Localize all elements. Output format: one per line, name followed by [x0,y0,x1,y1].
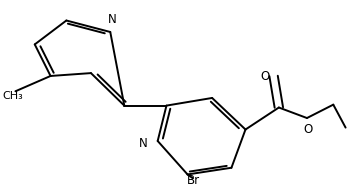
Text: CH₃: CH₃ [2,91,23,101]
Text: Br: Br [187,174,200,187]
Text: N: N [108,13,116,26]
Text: O: O [303,123,312,136]
Text: N: N [138,137,147,150]
Text: O: O [260,70,269,83]
